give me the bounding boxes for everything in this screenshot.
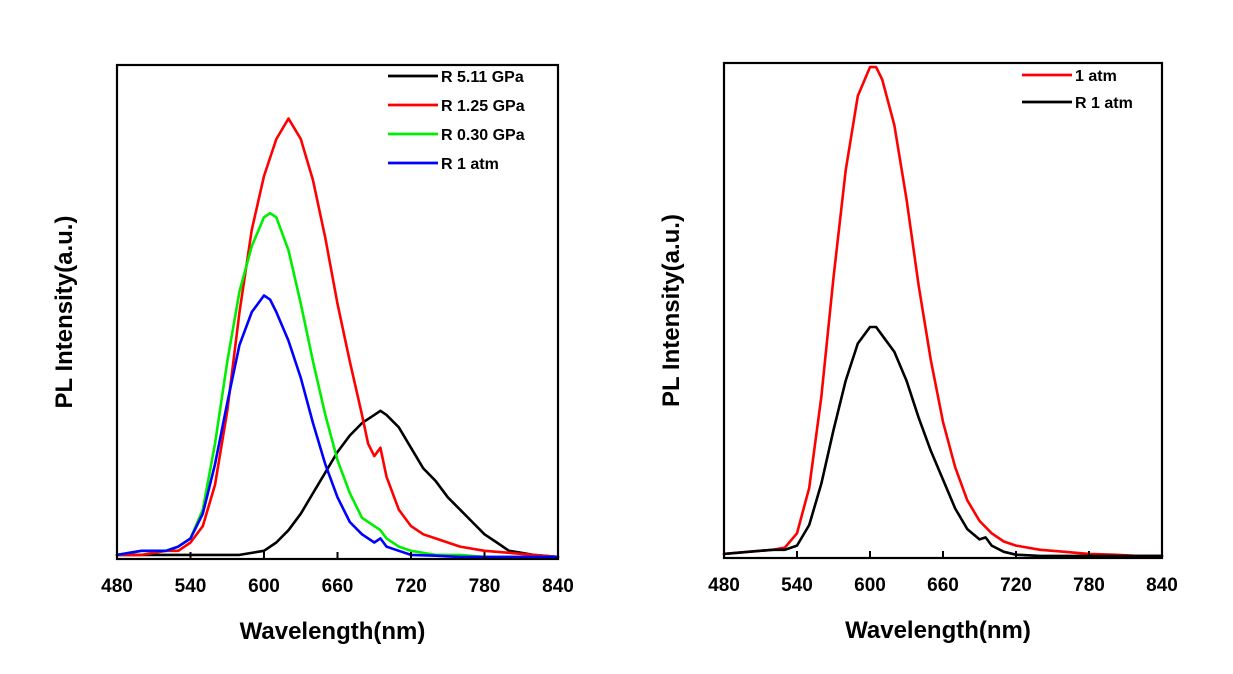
series-line-2 (115, 117, 560, 559)
x-axis-title: Wavelength(nm) (845, 617, 1031, 644)
chart-panel-2: 480 540 600 660 720 780 840 Wavelength(nm) PL In… (658, 61, 1178, 644)
legend-label-3: R 0.30 GPa (441, 127, 525, 144)
x-tick-label-540: 540 (781, 575, 813, 596)
x-tick-label-840: 840 (1146, 575, 1178, 596)
y-axis-title: PL Intensity(a.u.) (658, 214, 685, 407)
chart-panel-1: 480 540 600 660 720 780 840 Wavelength(nm) PL In… (51, 63, 574, 645)
x-tick-label-600: 600 (248, 576, 280, 597)
x-tick-label-720: 720 (395, 576, 427, 597)
y-axis-title: PL Intensity(a.u.) (51, 216, 78, 409)
x-tick-label-480: 480 (101, 576, 133, 597)
plot-frame (722, 61, 1164, 560)
x-tick-label-780: 780 (469, 576, 501, 597)
series-line-1 (115, 409, 560, 559)
legend-label-4: R 1 atm (441, 156, 499, 173)
legend-label-2: R 1.25 GPa (441, 98, 525, 115)
x-tick-label-720: 720 (1000, 575, 1032, 596)
series-line-4 (115, 294, 560, 559)
x-axis-title: Wavelength(nm) (240, 618, 426, 645)
x-tick-label-780: 780 (1073, 575, 1105, 596)
x-tick-label-600: 600 (854, 575, 886, 596)
legend-label-1: R 5.11 GPa (441, 69, 524, 86)
x-tick-label-480: 480 (708, 575, 740, 596)
series-line-3 (115, 211, 560, 559)
x-tick-label-540: 540 (175, 576, 207, 597)
legend-label-2: R 1 atm (1075, 95, 1133, 112)
series-line-2 (722, 325, 1164, 558)
x-tick-label-660: 660 (927, 575, 959, 596)
series-line-1 (722, 65, 1164, 558)
x-tick-label-840: 840 (542, 576, 574, 597)
legend-label-1: 1 atm (1075, 68, 1117, 85)
x-tick-label-660: 660 (322, 576, 354, 597)
